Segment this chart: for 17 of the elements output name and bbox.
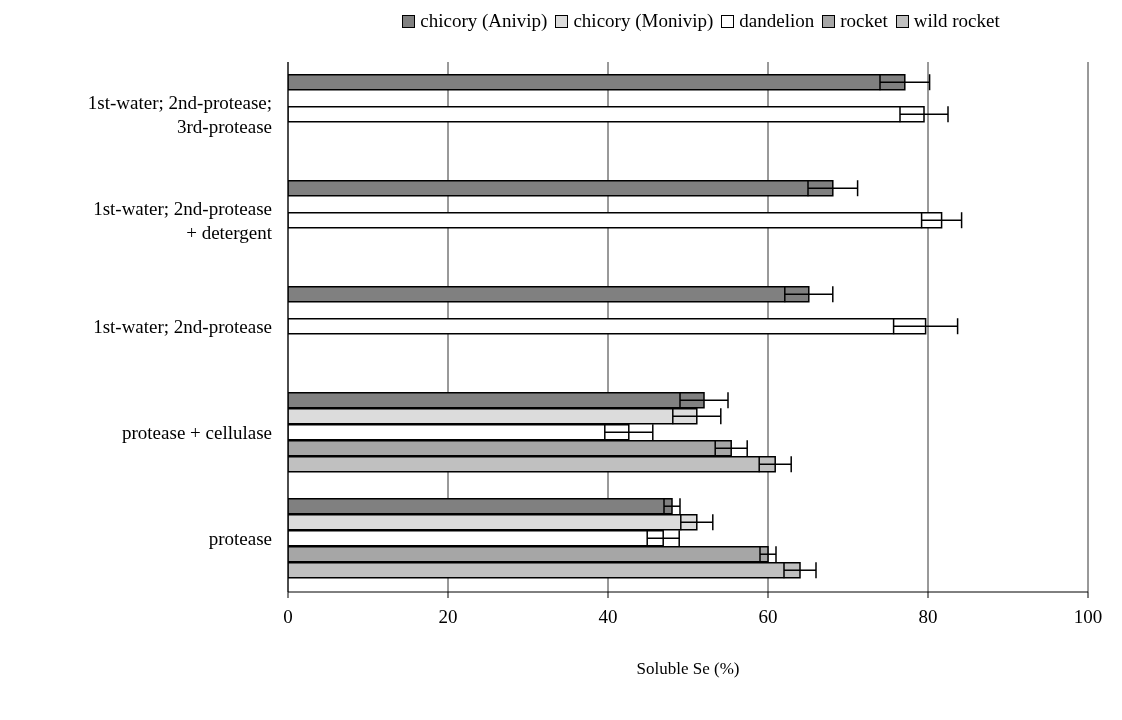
legend-label: chicory (Anivip) <box>419 10 548 32</box>
legend-label: chicory (Monivip) <box>572 10 714 32</box>
y-tick-label: 1st-water; 2nd-protease <box>93 316 272 337</box>
legend-label: dandelion <box>738 10 815 32</box>
legend-label: rocket <box>839 10 888 32</box>
y-tick-label: 1st-water; 2nd-protease; 3rd-protease <box>87 92 272 137</box>
x-tick-label: 0 <box>283 606 293 628</box>
legend-label: wild rocket <box>912 10 1000 32</box>
x-tick-label: 80 <box>918 606 938 628</box>
y-tick-label: 1st-water; 2nd-protease + detergent <box>93 198 273 243</box>
x-tick-label: 60 <box>758 606 778 628</box>
x-tick-label: 20 <box>438 606 458 628</box>
y-tick-label: protease <box>208 528 272 549</box>
x-tick-label: 100 <box>1073 606 1103 628</box>
x-axis-title: Soluble Se (%) <box>636 659 740 678</box>
x-tick-label: 40 <box>598 606 618 628</box>
y-tick-label: protease + cellulase <box>122 422 272 443</box>
